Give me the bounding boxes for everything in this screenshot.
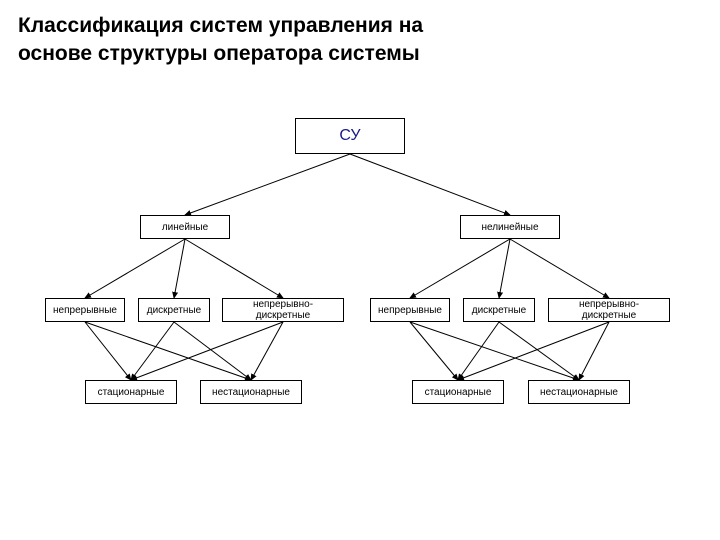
- node-l2d: непрерывные: [370, 298, 450, 322]
- edge-l1a-l2a: [85, 239, 185, 298]
- edge-l2f-l3c: [458, 322, 609, 380]
- title-line-2: основе структуры оператора системы: [18, 42, 420, 65]
- node-l3c: стационарные: [412, 380, 504, 404]
- node-l2a: непрерывные: [45, 298, 125, 322]
- edge-l2a-l3b: [85, 322, 251, 380]
- connector-layer: [0, 0, 720, 540]
- diagram-title: Классификация систем управления на основ…: [18, 12, 423, 69]
- edge-l2d-l3c: [410, 322, 458, 380]
- edge-l1a-l2b: [174, 239, 185, 298]
- node-l2c: непрерывно-дискретные: [222, 298, 344, 322]
- node-l2e: дискретные: [463, 298, 535, 322]
- edge-l2b-l3b: [174, 322, 251, 380]
- node-l3d: нестационарные: [528, 380, 630, 404]
- node-root: СУ: [295, 118, 405, 154]
- edge-l2a-l3a: [85, 322, 131, 380]
- edge-l1a-l2c: [185, 239, 283, 298]
- edge-l2e-l3c: [458, 322, 499, 380]
- edge-l2d-l3d: [410, 322, 579, 380]
- node-l3b: нестационарные: [200, 380, 302, 404]
- edge-root-l1a: [185, 154, 350, 215]
- node-l1b: нелинейные: [460, 215, 560, 239]
- edge-l2e-l3d: [499, 322, 579, 380]
- edge-l2b-l3a: [131, 322, 174, 380]
- node-l2f: непрерывно-дискретные: [548, 298, 670, 322]
- edge-l2c-l3b: [251, 322, 283, 380]
- node-l2b: дискретные: [138, 298, 210, 322]
- node-l1a: линейные: [140, 215, 230, 239]
- edge-l1b-l2e: [499, 239, 510, 298]
- edge-l2c-l3a: [131, 322, 283, 380]
- edge-l1b-l2f: [510, 239, 609, 298]
- edge-root-l1b: [350, 154, 510, 215]
- edge-l1b-l2d: [410, 239, 510, 298]
- node-l3a: стационарные: [85, 380, 177, 404]
- title-line-1: Классификация систем управления на: [18, 14, 423, 37]
- edge-l2f-l3d: [579, 322, 609, 380]
